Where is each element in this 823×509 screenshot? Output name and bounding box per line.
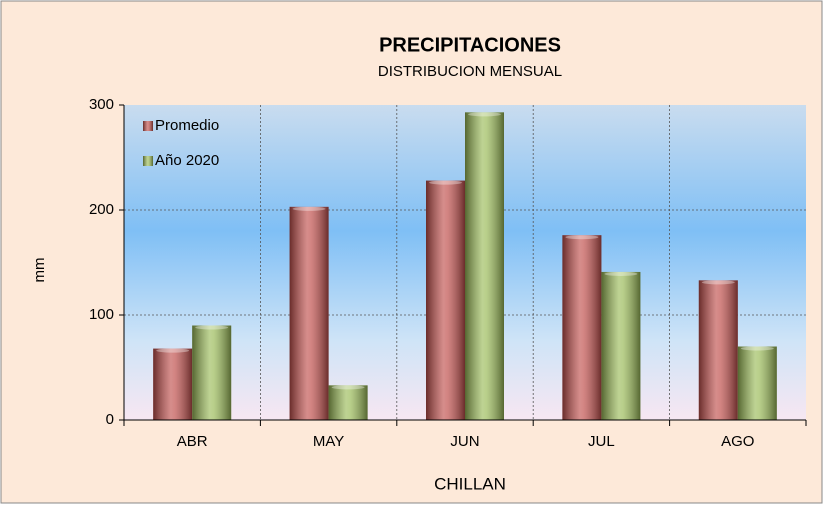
bar-cap — [604, 271, 638, 276]
bar-cap — [292, 206, 326, 211]
legend-swatch-shading — [143, 156, 153, 166]
x-tick-label: JUN — [450, 433, 479, 450]
bar-shading — [562, 235, 602, 420]
bar-shading — [426, 180, 465, 420]
bar-shading — [289, 206, 329, 420]
y-tick-label: 100 — [89, 306, 114, 323]
chart-subtitle: DISTRIBUCION MENSUAL — [378, 63, 562, 80]
bar-shading — [153, 348, 193, 420]
y-tick-label: 200 — [89, 201, 114, 218]
x-tick-label: MAY — [313, 433, 344, 450]
bar-cap — [195, 325, 229, 330]
x-axis-label: CHILLAN — [434, 474, 506, 493]
bar-cap — [331, 385, 365, 390]
bar-shading — [192, 325, 232, 420]
bar-shading — [465, 112, 504, 420]
bar-shading — [737, 346, 777, 420]
legend-label: Promedio — [155, 117, 219, 134]
bar-shading — [328, 385, 368, 420]
bar-cap — [740, 346, 774, 351]
bar-cap — [429, 180, 462, 185]
y-axis-label: mm — [31, 258, 48, 283]
bar-cap — [156, 348, 190, 353]
bar-cap — [701, 280, 735, 285]
chart-title: PRECIPITACIONES — [379, 34, 561, 56]
bar-cap — [565, 235, 599, 240]
x-tick-label: ABR — [177, 433, 208, 450]
x-tick-label: JUL — [588, 433, 615, 450]
bar-cap — [468, 112, 501, 117]
bar-shading — [601, 271, 641, 420]
y-tick-label: 0 — [106, 411, 114, 428]
legend-label: Año 2020 — [155, 152, 219, 169]
legend-swatch-shading — [143, 121, 153, 131]
x-tick-label: AGO — [721, 433, 754, 450]
bar-shading — [698, 280, 738, 420]
y-tick-label: 300 — [89, 96, 114, 113]
